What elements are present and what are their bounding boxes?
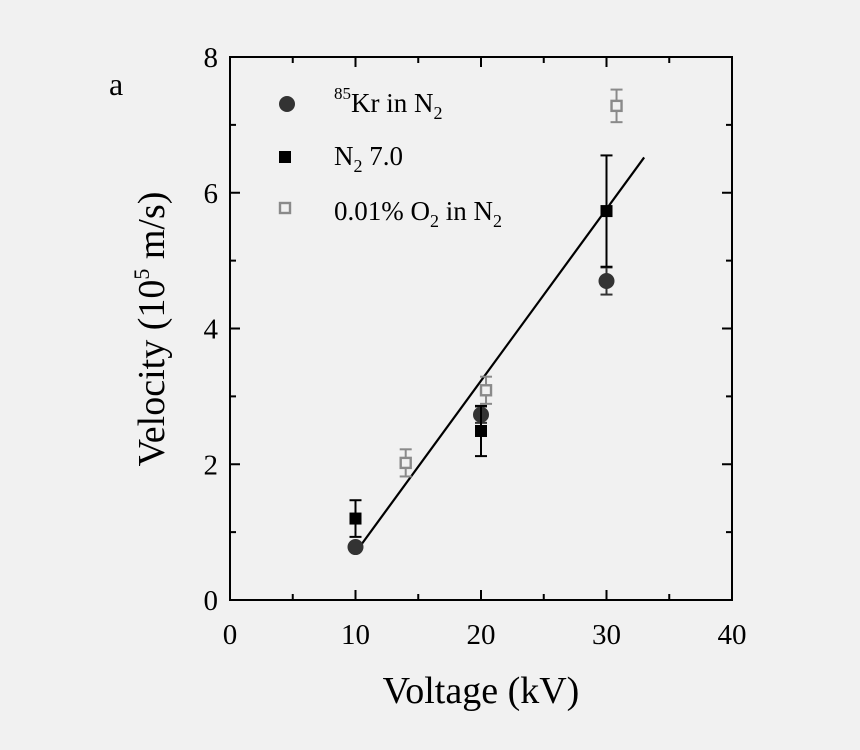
data-point-n2_70 — [475, 424, 487, 437]
y-tick-label: 6 — [204, 178, 219, 210]
legend-marker-kr85 — [279, 96, 295, 112]
panel-label: a — [109, 66, 123, 102]
legend-n2-70-a: N — [334, 141, 354, 171]
legend-label-kr85: 85Kr in N2 — [334, 84, 443, 123]
legend-n2-70-b: 7.0 — [363, 141, 404, 171]
data-points — [347, 88, 623, 556]
x-tick-label: 40 — [718, 619, 747, 651]
data-point-o2_n2 — [610, 99, 623, 113]
y-tick-label: 2 — [204, 449, 219, 481]
data-point-o2_n2 — [399, 456, 412, 470]
legend-o2-n2-a: 0.01% O — [334, 196, 430, 226]
legend-marker-o2-n2 — [278, 201, 292, 215]
legend-kr85-sub: 2 — [434, 103, 443, 123]
legend-label-o2-n2: 0.01% O2 in N2 — [334, 196, 502, 231]
y-tick-label: 8 — [204, 42, 219, 74]
data-point-kr85 — [347, 539, 364, 556]
data-point-kr85 — [598, 272, 615, 289]
x-tick-label: 30 — [592, 619, 621, 651]
x-tick-labels: 0 10 20 30 40 — [223, 619, 747, 651]
legend-n2-70-asub: 2 — [354, 156, 363, 176]
y-axis-title: Velocity (105 m/s) — [129, 192, 173, 467]
legend-label-n2-70: N2 7.0 — [334, 141, 403, 176]
y-tick-labels: 0 2 4 6 8 — [204, 42, 219, 617]
plot-frame — [229, 56, 733, 601]
y-axis-title-prefix: Velocity (10 — [131, 280, 173, 467]
linear-fit-line — [357, 156, 646, 550]
data-point-n2_70 — [600, 205, 613, 218]
legend-o2-n2-bsub: 2 — [493, 211, 502, 231]
data-point-o2_n2 — [479, 384, 493, 397]
legend: 85Kr in N2 N2 7.0 0.01% O2 in N2 — [278, 84, 502, 231]
legend-marker-n2-70 — [279, 151, 291, 163]
legend-o2-n2-b: in N — [439, 196, 493, 226]
data-point-n2_70 — [349, 512, 362, 525]
legend-kr85-main: Kr in N — [351, 88, 434, 118]
axis-ticks — [229, 56, 733, 601]
y-tick-label: 0 — [204, 585, 219, 617]
x-tick-label: 10 — [341, 619, 370, 651]
legend-o2-n2-asub: 2 — [430, 211, 439, 231]
x-axis-title: Voltage (kV) — [383, 670, 580, 712]
y-axis-title-suffix: m/s) — [131, 192, 173, 269]
y-tick-label: 4 — [204, 314, 219, 346]
x-tick-label: 20 — [467, 619, 496, 651]
y-axis-title-exponent: 5 — [129, 269, 154, 280]
x-tick-label: 0 — [223, 619, 238, 651]
legend-kr85-sup: 85 — [334, 84, 351, 103]
